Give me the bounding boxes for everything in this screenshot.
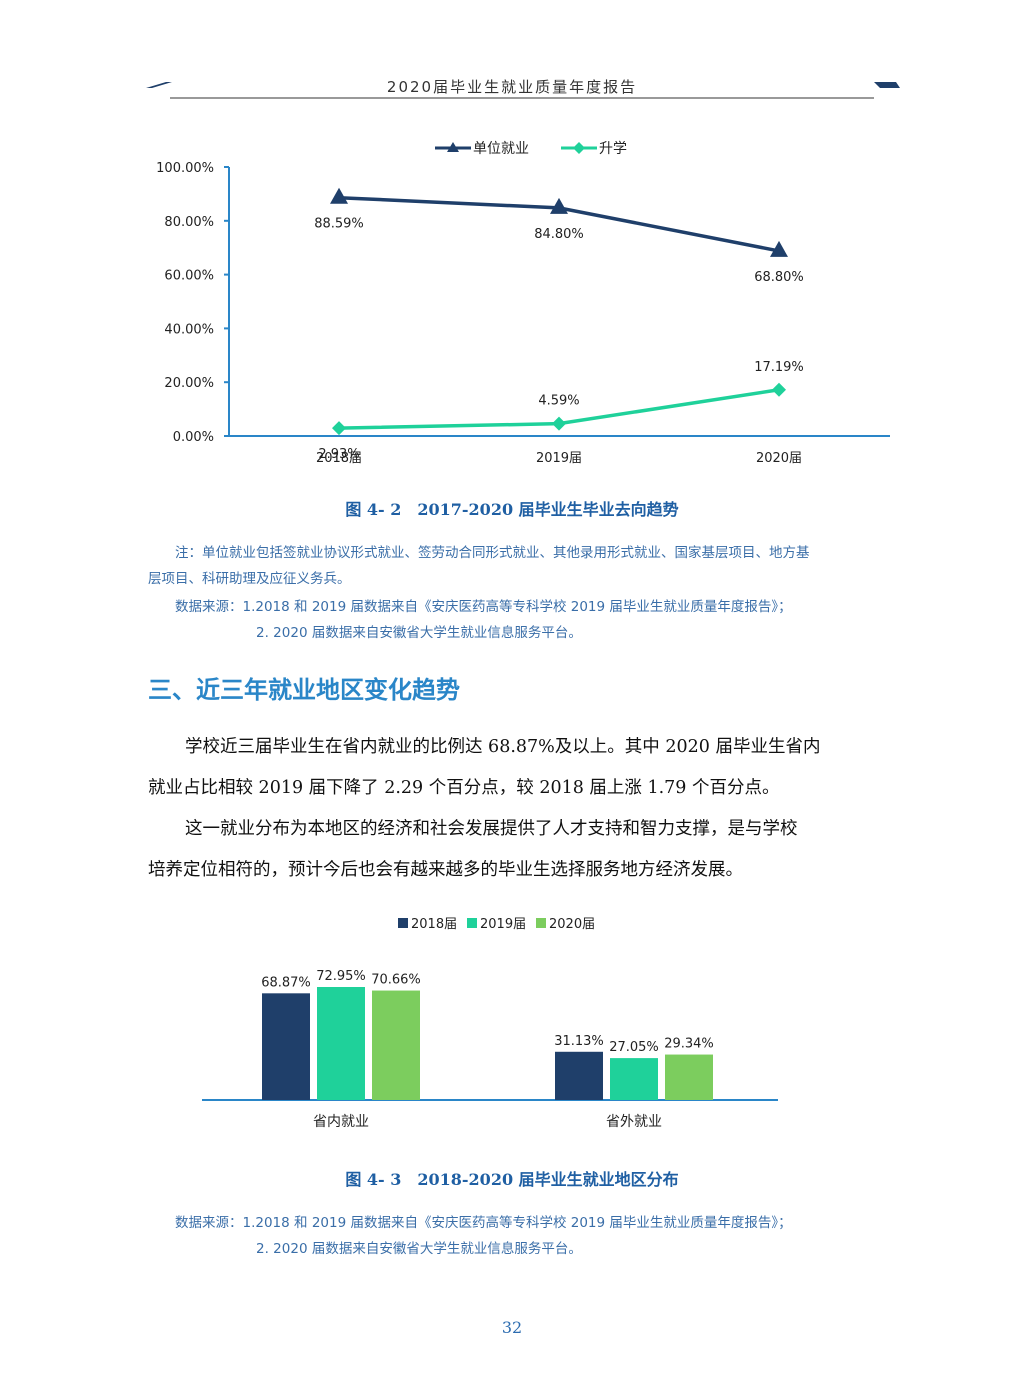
data-label: 70.66% — [371, 973, 421, 988]
y-tick-label: 80.00% — [164, 215, 214, 230]
chart2-caption: 图 4- 3 2018-2020 届毕业生就业地区分布 — [345, 1170, 679, 1189]
paragraph2-line1: 这一就业分布为本地区的经济和社会发展提供了人才支持和智力支撑，是与学校 — [185, 819, 798, 839]
data-label: 68.80% — [754, 270, 804, 285]
data-point — [552, 416, 566, 431]
paragraph1-line1: 学校近三届毕业生在省内就业的比例达 68.87%及以上。其中 2020 届毕业生… — [185, 737, 821, 757]
data-label: 68.87% — [261, 975, 311, 990]
y-tick-label: 100.00% — [156, 161, 214, 176]
bar — [372, 990, 420, 1100]
x-tick-label: 省内就业 — [313, 1114, 369, 1130]
bar — [317, 987, 365, 1100]
y-tick-label: 20.00% — [164, 376, 214, 391]
data-point — [772, 382, 786, 397]
data-point — [550, 197, 568, 214]
legend-swatch — [467, 918, 477, 928]
bar — [555, 1051, 603, 1100]
x-tick-label: 省外就业 — [606, 1114, 662, 1130]
data-label: 31.13% — [554, 1034, 604, 1049]
data-label: 27.05% — [609, 1040, 659, 1055]
legend-label: 单位就业 — [473, 141, 529, 157]
legend-swatch — [398, 918, 408, 928]
legend-marker — [573, 142, 585, 154]
chart1-source-line2: 2. 2020 届数据来自安徽省大学生就业信息服务平台。 — [256, 625, 582, 641]
data-label: 17.19% — [754, 360, 804, 375]
chart1-source-line1: 数据来源：1.2018 和 2019 届数据来自《安庆医药高等专科学校 2019… — [175, 599, 792, 615]
bar — [262, 993, 310, 1100]
line-chart: 0.00% 20.00% 40.00% 60.00% 80.00% 100.00% 2018… — [156, 141, 890, 466]
chart1-note-line1: 注：单位就业包括签就业协议形式就业、签劳动合同形式就业、其他录用形式就业、国家基… — [175, 545, 810, 561]
bar — [610, 1058, 658, 1100]
data-label: 4.59% — [538, 394, 579, 409]
data-label: 84.80% — [534, 227, 584, 242]
page-number: 32 — [501, 1318, 523, 1337]
data-label: 72.95% — [316, 969, 366, 984]
data-point — [770, 240, 788, 257]
x-tick-label: 2020届 — [756, 451, 802, 466]
x-tick-label: 2018届 — [316, 451, 362, 466]
bar-chart: 2018届 2019届 2020届 68.87% 72.95% 70.66% 省内就业 31.… — [202, 917, 778, 1130]
header-decoration — [146, 82, 900, 99]
legend-marker — [447, 142, 459, 152]
x-tick-label: 2019届 — [536, 451, 582, 466]
chart2-source-line2: 2. 2020 届数据来自安徽省大学生就业信息服务平台。 — [256, 1241, 582, 1257]
legend-label: 2018届 — [411, 917, 457, 932]
legend-swatch — [536, 918, 546, 928]
y-tick-label: 60.00% — [164, 269, 214, 284]
paragraph2-line2: 培养定位相符的，预计今后也会有越来越多的毕业生选择服务地方经济发展。 — [148, 860, 743, 880]
bar — [665, 1054, 713, 1100]
data-label: 29.34% — [664, 1037, 714, 1052]
chart2-source-line1: 数据来源：1.2018 和 2019 届数据来自《安庆医药高等专科学校 2019… — [175, 1215, 792, 1231]
data-label: 88.59% — [314, 217, 364, 232]
y-tick-label: 40.00% — [164, 322, 214, 337]
data-point — [330, 187, 348, 204]
y-tick-label: 0.00% — [173, 430, 214, 445]
chart1-note-line2: 层项目、科研助理及应征义务兵。 — [148, 571, 351, 587]
header-title: 2020届毕业生就业质量年度报告 — [386, 78, 638, 96]
paragraph1-line2: 就业占比相较 2019 届下降了 2.29 个百分点，较 2018 届上涨 1.… — [148, 778, 780, 798]
section-heading: 三、近三年就业地区变化趋势 — [148, 676, 460, 704]
legend-label: 2020届 — [549, 917, 595, 932]
data-label: 2.93% — [318, 447, 359, 462]
chart1-caption: 图 4- 2 2017-2020 届毕业生毕业去向趋势 — [345, 500, 679, 519]
legend-label: 升学 — [599, 141, 627, 157]
legend-label: 2019届 — [480, 917, 526, 932]
data-point — [332, 421, 346, 436]
